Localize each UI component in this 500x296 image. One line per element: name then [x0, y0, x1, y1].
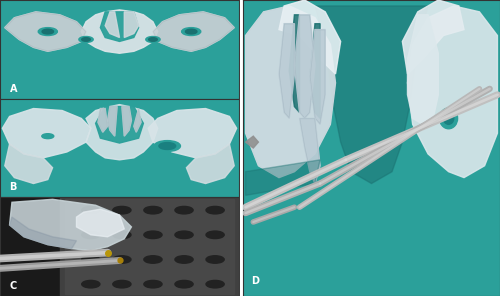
Polygon shape [279, 24, 294, 118]
Circle shape [144, 231, 162, 239]
Polygon shape [279, 24, 294, 118]
Polygon shape [98, 109, 108, 132]
Circle shape [186, 29, 197, 34]
Polygon shape [153, 12, 234, 51]
Circle shape [79, 36, 93, 42]
Text: A: A [10, 84, 17, 94]
Polygon shape [96, 107, 144, 143]
Polygon shape [100, 12, 138, 41]
Polygon shape [105, 12, 120, 38]
Polygon shape [82, 10, 158, 53]
Circle shape [175, 231, 193, 239]
Circle shape [113, 231, 131, 239]
Circle shape [38, 28, 58, 36]
Polygon shape [246, 160, 320, 195]
Polygon shape [279, 0, 340, 74]
Polygon shape [153, 12, 234, 51]
Circle shape [82, 256, 100, 263]
Polygon shape [408, 6, 498, 178]
Polygon shape [124, 12, 138, 38]
Polygon shape [134, 109, 141, 132]
Circle shape [175, 256, 193, 263]
Circle shape [175, 280, 193, 288]
Polygon shape [408, 15, 438, 124]
Polygon shape [148, 109, 236, 158]
Circle shape [146, 36, 160, 42]
Circle shape [175, 206, 193, 214]
Polygon shape [310, 30, 325, 124]
Circle shape [144, 206, 162, 214]
Circle shape [42, 29, 54, 34]
Polygon shape [315, 6, 428, 184]
Polygon shape [246, 136, 258, 148]
Polygon shape [122, 107, 132, 136]
Polygon shape [10, 217, 76, 249]
Polygon shape [76, 209, 124, 237]
Polygon shape [246, 6, 336, 178]
Polygon shape [98, 109, 108, 132]
Circle shape [82, 206, 100, 214]
Polygon shape [300, 118, 320, 184]
Circle shape [440, 108, 458, 129]
Circle shape [154, 141, 180, 152]
Polygon shape [186, 144, 234, 184]
Polygon shape [122, 107, 132, 136]
Polygon shape [108, 107, 117, 136]
Circle shape [206, 256, 224, 263]
Polygon shape [10, 199, 132, 251]
Circle shape [159, 143, 176, 149]
Text: D: D [250, 276, 258, 286]
Polygon shape [290, 15, 300, 112]
Polygon shape [246, 6, 336, 178]
Bar [64, 199, 234, 294]
Polygon shape [108, 107, 117, 136]
Polygon shape [294, 15, 315, 118]
Polygon shape [5, 12, 86, 51]
Text: B: B [10, 182, 17, 192]
Circle shape [113, 256, 131, 263]
Polygon shape [153, 12, 234, 51]
Polygon shape [294, 15, 315, 118]
Polygon shape [300, 118, 320, 184]
Polygon shape [402, 0, 464, 74]
Polygon shape [134, 109, 141, 132]
Circle shape [144, 280, 162, 288]
Circle shape [206, 206, 224, 214]
Polygon shape [310, 30, 325, 124]
Circle shape [206, 280, 224, 288]
Text: C: C [10, 281, 17, 291]
Circle shape [444, 112, 454, 124]
Polygon shape [5, 144, 52, 184]
Circle shape [206, 231, 224, 239]
Bar [60, 197, 239, 296]
Polygon shape [86, 104, 158, 160]
Polygon shape [2, 109, 91, 158]
Polygon shape [310, 24, 320, 118]
Circle shape [42, 134, 54, 139]
Circle shape [113, 280, 131, 288]
Circle shape [144, 256, 162, 263]
Circle shape [82, 280, 100, 288]
Polygon shape [5, 12, 86, 51]
Circle shape [82, 38, 90, 41]
Circle shape [82, 231, 100, 239]
Polygon shape [5, 12, 86, 51]
Circle shape [113, 206, 131, 214]
Circle shape [148, 38, 158, 41]
Circle shape [182, 28, 201, 36]
